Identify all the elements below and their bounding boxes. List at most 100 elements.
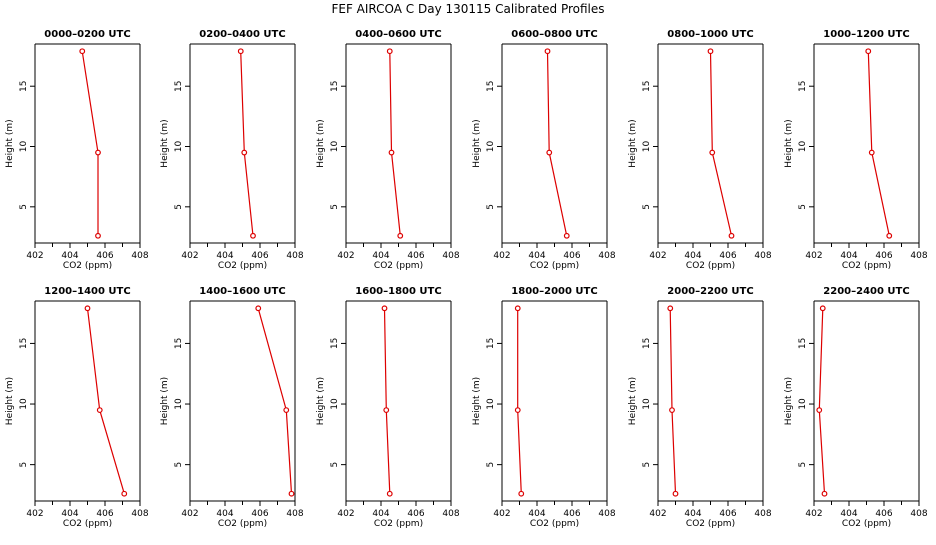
panel-3-x-tick-label-402: 402 [337,251,354,261]
panel-9-y-axis-label: Height (m) [316,377,326,425]
panel-3-point-1 [386,48,393,55]
panel-2-x-tick-label-402: 402 [181,251,198,261]
panel-1-point-2 [95,149,101,156]
panel-1-title: 0000–0200 UTC [44,29,130,40]
panel-8-point-3 [288,490,295,497]
panel-12-x-tick-label-402: 402 [805,509,822,519]
panel-6-x-axis-label: CO2 (ppm) [842,261,891,271]
panel-1-profile-line [81,51,99,236]
panel-7-y-tick-label-5: 5 [19,462,29,468]
panel-9-x-axis-label: CO2 (ppm) [374,519,423,529]
panel-1-y-tick-label-15: 15 [19,80,29,91]
panel-1-point-1 [79,48,86,55]
panel-2-x-tick-label-406: 406 [251,251,268,261]
panel-3-profile-line [389,51,401,236]
panel-2-y-axis-label: Height (m) [160,119,170,167]
panel-11-x-tick-label-408: 408 [754,509,771,519]
panel-7-title: 1200–1400 UTC [44,286,130,297]
panel-2-profile-line [240,51,254,236]
panel-6-x-tick-label-406: 406 [875,251,892,261]
panel-8-y-tick-label-5: 5 [174,462,184,468]
panel-9-point-2 [383,407,390,413]
panel-7-y-axis-label: Height (m) [5,377,15,425]
panel-9-x-tick-label-404: 404 [372,509,389,519]
panel-11-profile-line [669,308,677,494]
panel-10-profile-line [517,308,522,494]
panel-6-y-tick-label-15: 15 [798,80,808,91]
panel-10-title: 1800–2000 UTC [511,286,597,297]
panel-2-title: 0200–0400 UTC [199,29,285,40]
panel-7-x-tick-label-404: 404 [61,509,78,519]
panel-10-x-tick-label-408: 408 [598,509,615,519]
panel-8-title: 1400–1600 UTC [199,286,285,297]
panel-9-profile-line [383,308,391,494]
panel-11-y-tick-label-10: 10 [642,398,652,410]
panel-1-y-axis-label: Height (m) [5,119,15,167]
panel-5-y-axis-label: Height (m) [628,119,638,167]
panel-6-x-tick-label-408: 408 [910,251,927,261]
panel-9-x-tick-label-408: 408 [442,509,459,519]
panel-9-x-tick-label-402: 402 [337,509,354,519]
panel-11-x-axis-label: CO2 (ppm) [686,519,735,529]
panel-7-x-tick-label-402: 402 [26,509,43,519]
panel-3-y-tick-label-5: 5 [330,204,340,210]
panel-6-title: 1000–1200 UTC [823,29,909,40]
panel-4-y-tick-label-10: 10 [486,141,496,153]
panel-12-profile-line [818,308,826,494]
panel-5-profile-line [709,51,733,236]
panel-11-y-tick-label-15: 15 [642,338,652,349]
panel-9-y-tick-label-15: 15 [330,338,340,349]
panel-1-x-axis-label: CO2 (ppm) [63,261,112,271]
panel-10-x-tick-label-406: 406 [563,509,580,519]
panel-11-point-2 [669,407,675,413]
panel-7-point-2 [96,407,103,413]
panel-6-profile-line [867,51,890,236]
panel-12-point-3 [821,490,828,497]
panel-2-point-3 [250,232,256,239]
panel-12-point-2 [816,407,823,413]
panel-11-x-tick-label-404: 404 [684,509,701,519]
panel-8-point-2 [283,407,290,413]
panel-6-point-1 [865,48,872,55]
panel-10-point-1 [514,305,521,312]
panel-12-y-axis-label: Height (m) [784,377,794,425]
panel-3-x-axis-label: CO2 (ppm) [374,261,423,271]
panel-5-title: 0800–1000 UTC [667,29,753,40]
panel-5-y-tick-label-10: 10 [642,141,652,153]
panel-3-title: 0400–0600 UTC [355,29,441,40]
panel-3-y-tick-label-15: 15 [330,80,340,91]
panel-9-x-tick-label-406: 406 [407,509,424,519]
panel-5-x-axis-label: CO2 (ppm) [686,261,735,271]
panel-4-point-1 [544,48,551,55]
panel-1-x-tick-label-402: 402 [26,251,43,261]
panel-5-x-tick-label-404: 404 [684,251,701,261]
panel-7-x-tick-label-408: 408 [131,509,148,519]
panel-9-y-tick-label-10: 10 [330,398,340,410]
panel-8-x-tick-label-408: 408 [286,509,303,519]
panel-5-point-3 [728,232,735,239]
panel-7-y-tick-label-15: 15 [19,338,29,349]
panel-7-point-3 [121,490,128,497]
panel-2-y-tick-label-5: 5 [174,204,184,210]
panel-11-x-tick-label-406: 406 [719,509,736,519]
panel-5-y-tick-label-5: 5 [642,204,652,210]
panel-10-y-tick-label-5: 5 [486,462,496,468]
panel-4-y-tick-label-15: 15 [486,80,496,91]
panel-3-x-tick-label-406: 406 [407,251,424,261]
panel-9-y-tick-label-5: 5 [330,462,340,468]
panel-1-point-3 [95,232,101,239]
panel-6-x-tick-label-404: 404 [840,251,857,261]
panel-2-y-tick-label-10: 10 [174,141,184,153]
panel-1-y-tick-label-5: 5 [19,204,29,210]
panel-5-x-tick-label-406: 406 [719,251,736,261]
panel-3-y-axis-label: Height (m) [316,119,326,167]
panel-5-x-tick-label-402: 402 [649,251,666,261]
panel-1-x-tick-label-404: 404 [61,251,78,261]
panel-4-title: 0600–0800 UTC [511,29,597,40]
panel-4-x-axis-label: CO2 (ppm) [530,261,579,271]
panel-6-x-tick-label-402: 402 [805,251,822,261]
panel-10-x-tick-label-404: 404 [528,509,545,519]
panel-4-y-axis-label: Height (m) [472,119,482,167]
panel-5-y-tick-label-15: 15 [642,80,652,91]
panel-4-x-tick-label-402: 402 [493,251,510,261]
